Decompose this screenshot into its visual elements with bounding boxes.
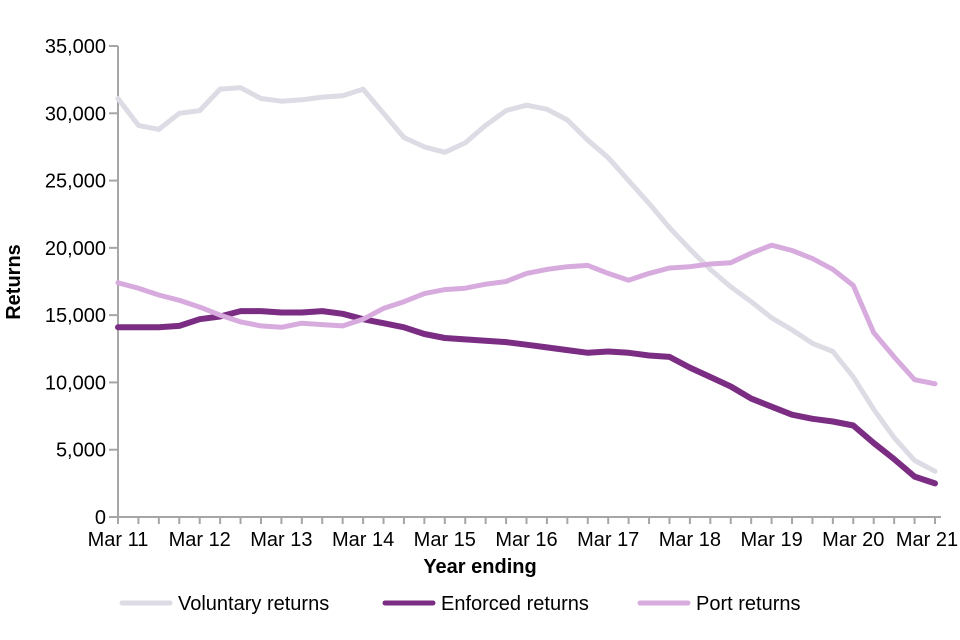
y-tick-label: 20,000 (45, 238, 106, 260)
y-tick-label: 0 (95, 507, 106, 529)
x-tick-label: Mar 17 (577, 529, 639, 551)
y-tick-label: 15,000 (45, 305, 106, 327)
y-tick-label: 25,000 (45, 171, 106, 193)
x-tick-label: Mar 20 (822, 529, 884, 551)
legend-item: Enforced returns (382, 593, 589, 615)
series-line-port-returns (115, 242, 938, 387)
x-tick-label: Mar 15 (414, 529, 476, 551)
legend-label: Voluntary returns (178, 593, 329, 615)
x-tick-label: Mar 13 (250, 529, 312, 551)
legend: Voluntary returns Enforced returns Port re… (119, 593, 800, 615)
legend-item: Port returns (637, 593, 800, 615)
x-tick-label: Mar 11 (88, 529, 149, 551)
y-tick-label: 30,000 (45, 103, 106, 125)
legend-label: Enforced returns (441, 593, 589, 615)
x-tick-label: Mar 21 (896, 529, 958, 551)
y-tick-label: 5,000 (56, 440, 106, 462)
axes (117, 46, 941, 518)
y-axis-title: Returns (3, 244, 25, 320)
x-tick-labels: Mar 11 Mar 12 Mar 13 Mar 14 Mar 15 Mar 16 Mar … (88, 517, 958, 551)
legend-label: Port returns (696, 593, 800, 615)
series-lines (115, 85, 938, 487)
x-tick-label: Mar 16 (495, 529, 557, 551)
axis-line (117, 46, 941, 518)
series-line-enforced-returns (115, 308, 938, 487)
y-tick-label: 35,000 (45, 36, 106, 58)
x-tick-label: Mar 18 (659, 529, 721, 551)
x-tick-label: Mar 19 (740, 529, 802, 551)
x-tick-label: Mar 14 (332, 529, 394, 551)
y-tick-label: 10,000 (45, 372, 106, 394)
x-tick-label: Mar 12 (169, 529, 231, 551)
legend-item: Voluntary returns (119, 593, 329, 615)
y-tick-labels: 0 5,000 10,000 15,000 20,000 25,000 30,000 35,0… (45, 36, 118, 529)
series-line-voluntary-returns (115, 85, 938, 474)
x-axis-title: Year ending (423, 556, 536, 578)
